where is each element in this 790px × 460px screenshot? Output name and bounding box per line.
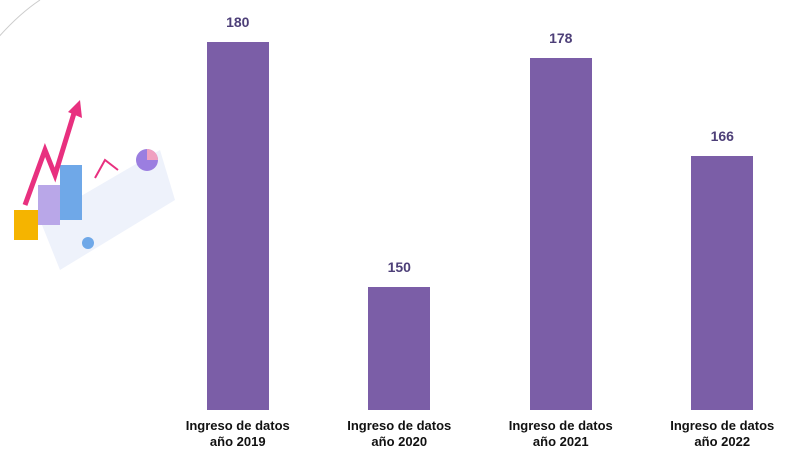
decor-pie [147,149,158,160]
value-label: 150 [387,259,411,276]
decor-line [94,158,119,179]
decor-arrow [22,109,78,206]
bar [206,42,269,410]
decor-bar [38,185,60,225]
value-label: 166 [710,128,734,145]
decor-pie [82,237,94,249]
x-tick-label: Ingreso de datos año 2020 [347,418,452,449]
decor-bar [60,165,82,220]
value-label: 178 [549,30,573,47]
x-tick-label: Ingreso de datos año 2019 [185,418,290,449]
x-tick-label: Ingreso de datos año 2021 [508,418,613,449]
decor-cube [14,210,38,240]
decor-arrow-head [68,100,82,118]
bar [691,156,754,410]
illustration [0,0,175,270]
x-tick-label: Ingreso de datos año 2022 [670,418,775,449]
value-label: 180 [226,14,250,30]
bar [368,287,431,410]
decor-paper [40,150,175,270]
bar [529,58,592,410]
decor-arc [0,0,41,37]
